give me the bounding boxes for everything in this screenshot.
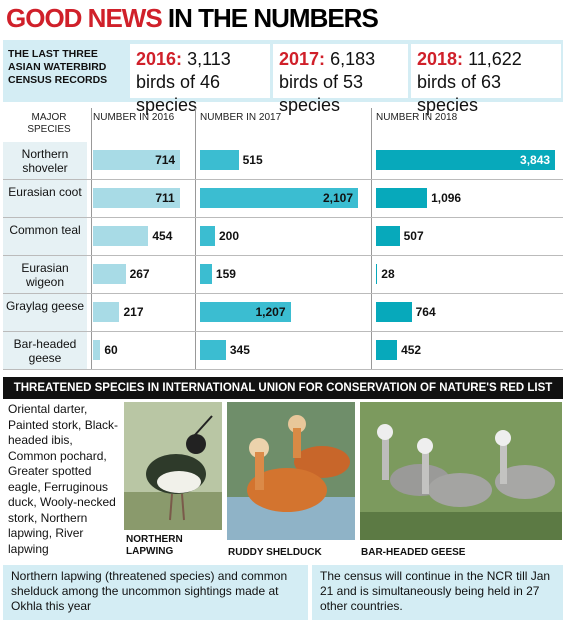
value-label: 515 [242, 153, 263, 167]
species-label: Common teal [9, 223, 81, 237]
census-record: 2016: 3,113 birds of 46 species [130, 44, 270, 115]
bar [200, 264, 212, 284]
bar [376, 264, 378, 284]
species-header: MAJOR SPECIES [27, 112, 71, 135]
bar [376, 226, 400, 246]
column-divider [195, 108, 196, 370]
photo-caption: RUDDY SHELDUCK [228, 547, 322, 558]
species-label: Northern shoveler [21, 147, 69, 175]
bar [376, 188, 428, 208]
column-header: NUMBER IN 2017 [200, 112, 282, 123]
value-label: 345 [229, 343, 250, 357]
value-label: 764 [415, 305, 436, 319]
column-header: NUMBER IN 2016 [93, 112, 175, 123]
column-header: NUMBER IN 2018 [376, 112, 458, 123]
photo-lapwing [124, 402, 222, 530]
photo-caption: BAR-HEADED GEESE [361, 547, 466, 558]
bar [93, 264, 126, 284]
row-divider [3, 331, 563, 332]
label-column-bg [3, 142, 87, 370]
record-year: 2017: [279, 49, 326, 69]
bar [376, 340, 398, 360]
record-year: 2018: [417, 49, 464, 69]
value-label: 3,843 [520, 153, 551, 167]
value-label: 1,096 [431, 191, 462, 205]
value-label: 2,107 [322, 191, 354, 205]
value-label: 507 [403, 229, 424, 243]
bar [93, 302, 120, 322]
species-label: Graylag geese [5, 299, 85, 313]
census-record: 2018: 11,622 birds of 63 species [411, 44, 561, 115]
column-divider [91, 108, 92, 370]
photo-caption: NORTHERN LAPWING [126, 534, 183, 557]
record-year: 2016: [136, 49, 183, 69]
species-label: Bar-headed geese [13, 337, 77, 365]
value-label: 711 [155, 191, 175, 205]
footer-note: The census will continue in the NCR till… [312, 565, 563, 620]
census-label: THE LAST THREE ASIAN WATERBIRD CENSUS RE… [8, 48, 108, 86]
footer-note: Northern lapwing (threatened species) an… [3, 565, 308, 620]
species-list: Oriental darter, Painted stork, Black-he… [8, 402, 119, 556]
bar [200, 340, 226, 360]
species-label: Eurasian wigeon [21, 261, 69, 289]
value-label: 159 [215, 267, 236, 281]
bar [200, 188, 359, 208]
value-label: 452 [401, 343, 422, 357]
value-label: 200 [219, 229, 240, 243]
title-rest: IN THE NUMBERS [167, 3, 379, 33]
bar [93, 226, 149, 246]
bar [93, 340, 101, 360]
bar [200, 302, 291, 322]
value-label: 454 [152, 229, 173, 243]
row-divider [3, 293, 563, 294]
bar [200, 150, 239, 170]
title-highlight: GOOD NEWS [6, 3, 163, 33]
census-record: 2017: 6,183 birds of 53 species [273, 44, 408, 115]
row-divider [3, 217, 563, 218]
photo-shelduck [227, 402, 355, 540]
bar [376, 150, 556, 170]
bar [93, 188, 180, 208]
value-label: 217 [123, 305, 144, 319]
value-label: 1,207 [255, 305, 286, 319]
value-label: 714 [155, 153, 176, 167]
red-list-banner: THREATENED SPECIES IN INTERNATIONAL UNIO… [3, 377, 563, 399]
bar [200, 226, 215, 246]
column-divider [371, 108, 372, 370]
bar [376, 302, 412, 322]
row-divider [3, 179, 563, 180]
species-label: Eurasian coot [8, 185, 82, 199]
record-text: 11,622 birds of 63 species [417, 49, 522, 115]
record-text: 3,113 birds of 46 species [136, 49, 231, 115]
bar [93, 150, 181, 170]
photo-geese [360, 402, 562, 540]
record-text: 6,183 birds of 53 species [279, 49, 376, 115]
row-divider [3, 255, 563, 256]
title: GOOD NEWS IN THE NUMBERS [6, 3, 379, 34]
value-label: 28 [381, 267, 395, 281]
value-label: 267 [129, 267, 150, 281]
row-divider [3, 369, 563, 370]
bar-chart: MAJOR SPECIES NUMBER IN 2016 NUMBER IN 201… [3, 104, 563, 372]
value-label: 60 [104, 343, 118, 357]
